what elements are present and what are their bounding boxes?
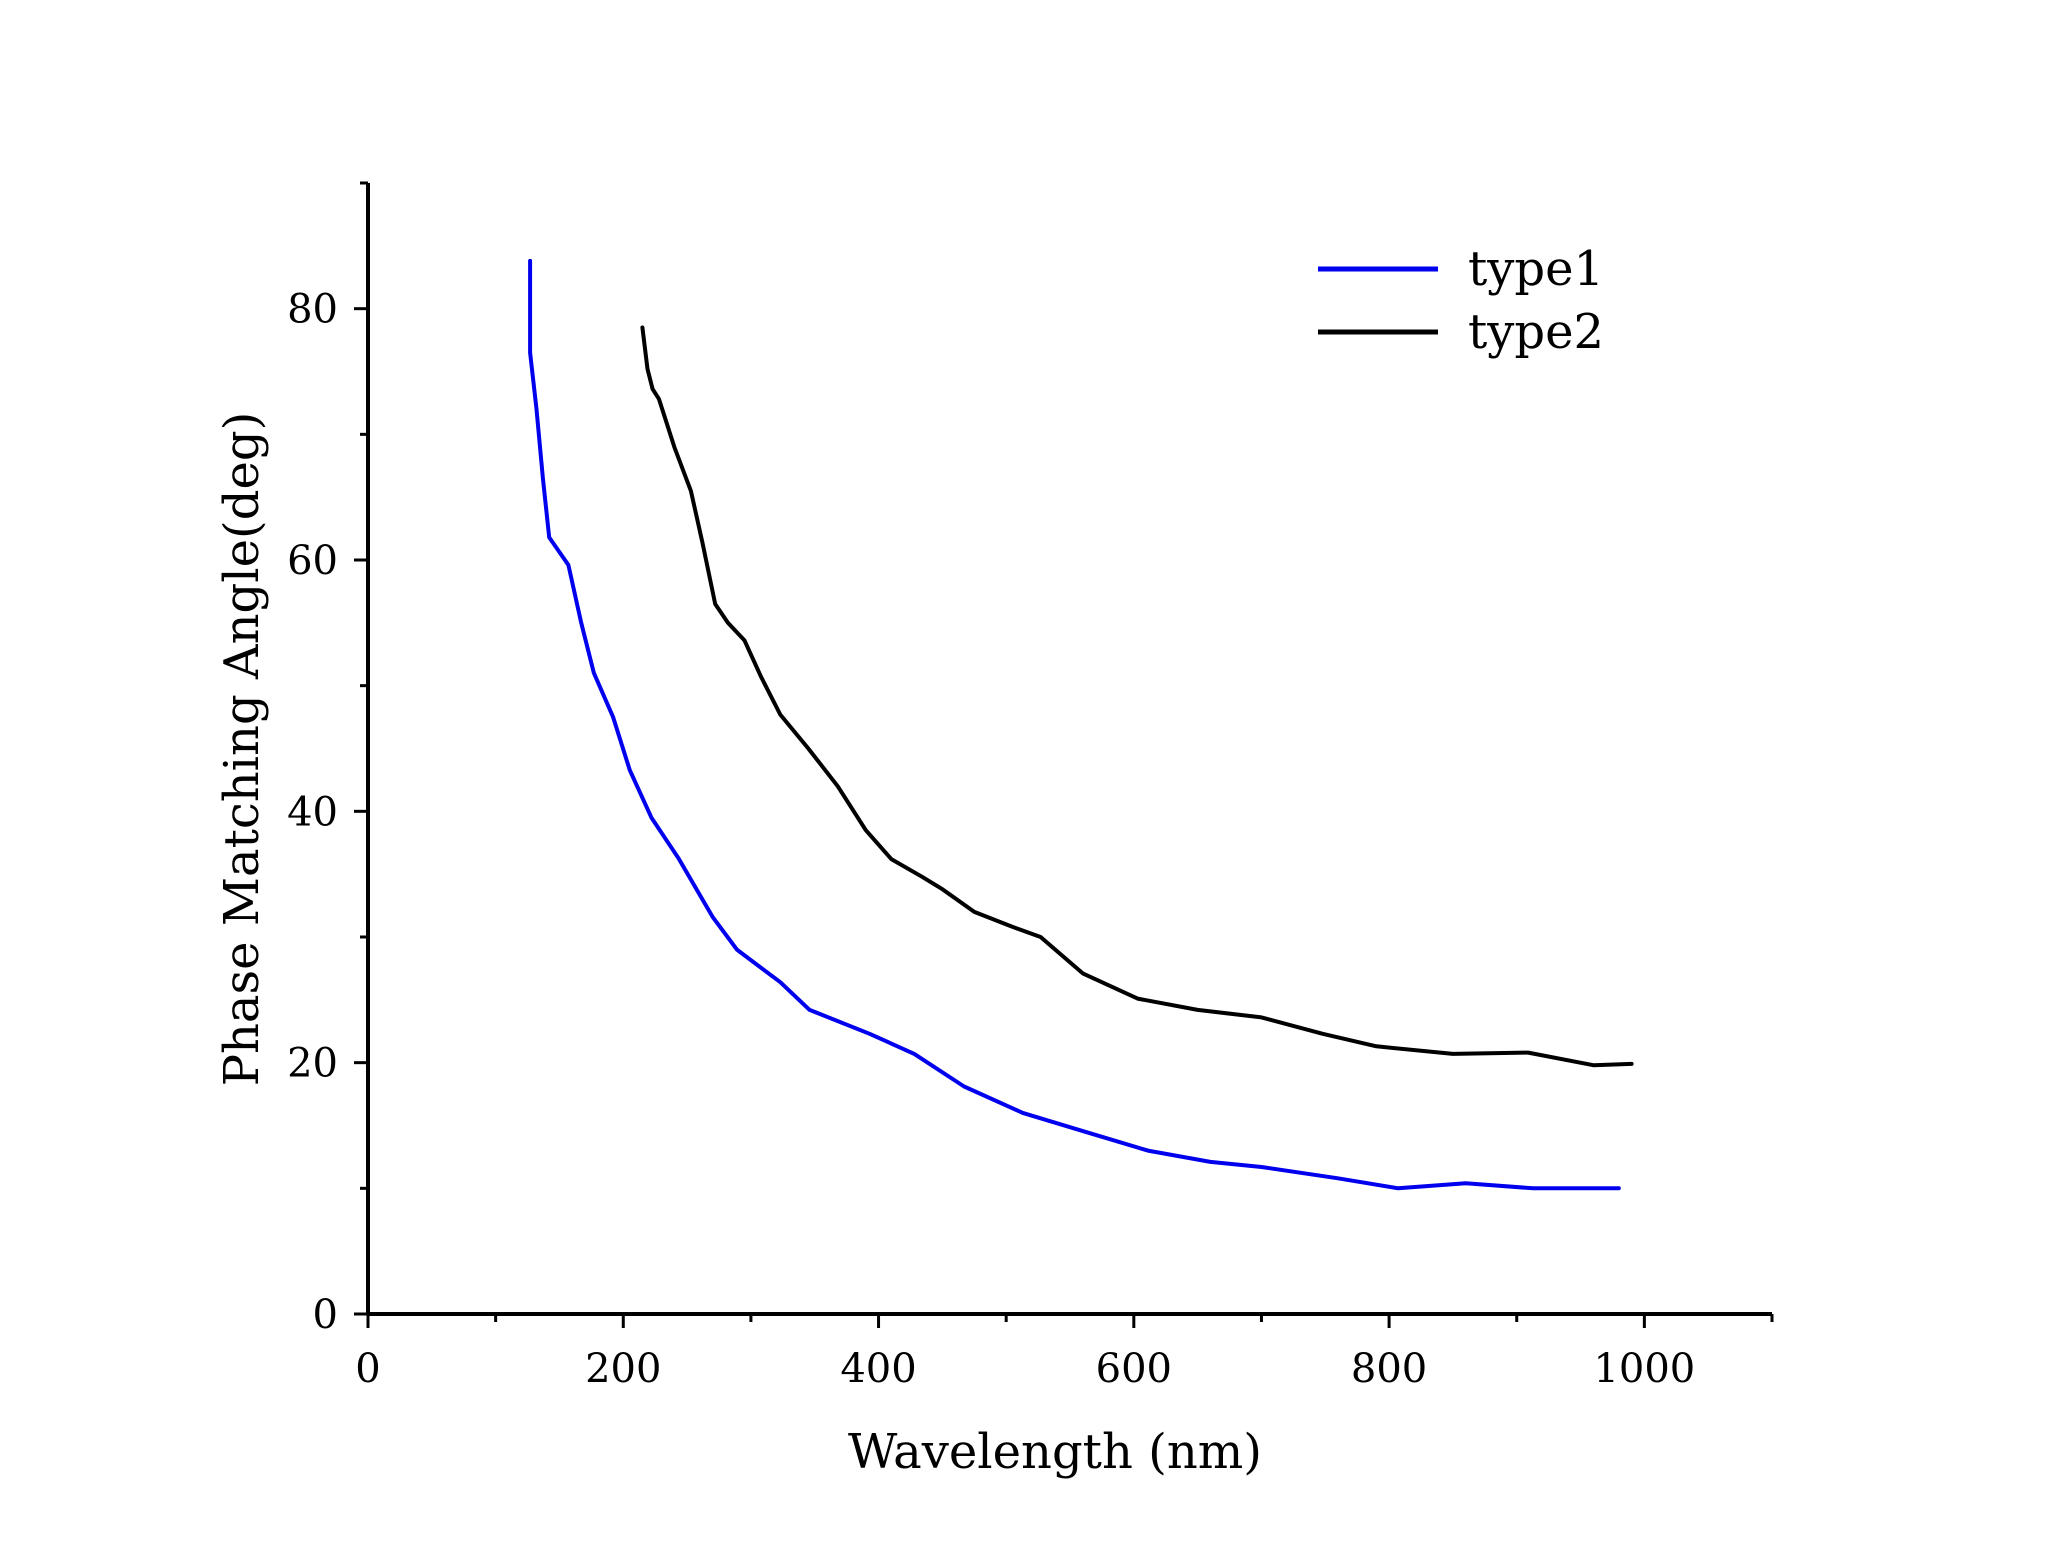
y-tick-label: 80: [287, 287, 338, 333]
ticks: 0 200 400 600 800 1000 0 20 40 60 80: [287, 181, 1774, 1392]
plot-area: [528, 258, 1634, 1191]
y-tick-label: 40: [287, 789, 338, 835]
x-tick-label: 0: [355, 1346, 380, 1392]
x-tick-label: 600: [1096, 1346, 1172, 1392]
y-axis-title: Phase Matching Angle(deg): [214, 412, 270, 1087]
x-tick-label: 1000: [1593, 1346, 1695, 1392]
y-tick-label: 20: [287, 1041, 338, 1087]
y-tick-label: 60: [287, 538, 338, 584]
series-line-type2: [640, 325, 1634, 1068]
x-tick-label: 800: [1351, 1346, 1427, 1392]
x-axis-title: Wavelength (nm): [848, 1424, 1262, 1480]
axes: [366, 183, 1772, 1316]
y-tick-label: 0: [313, 1292, 338, 1338]
legend-label-type2: type2: [1468, 304, 1604, 360]
legend: type1 type2: [1318, 241, 1604, 360]
x-tick-label: 400: [840, 1346, 916, 1392]
x-tick-label: 200: [585, 1346, 661, 1392]
series-line-type1: [528, 258, 1621, 1191]
legend-label-type1: type1: [1468, 241, 1604, 297]
